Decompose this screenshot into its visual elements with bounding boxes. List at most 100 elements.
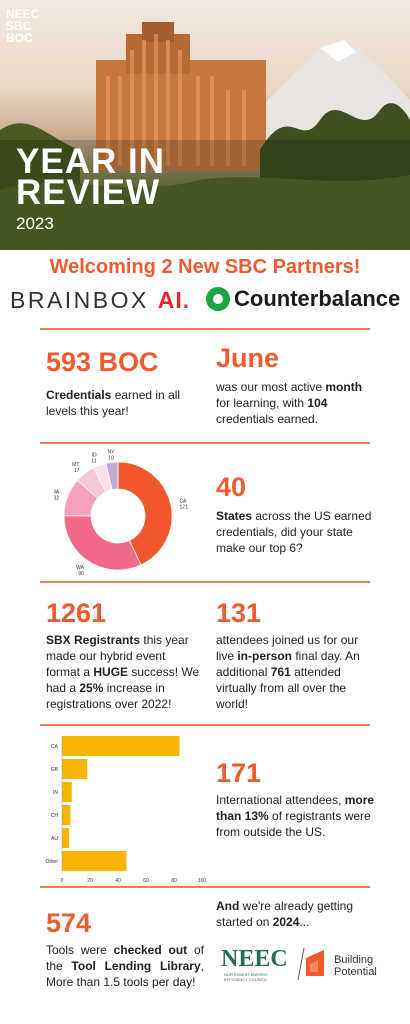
bar-category-label: AU [51,836,58,842]
donut-slice-ny [105,461,119,491]
building-potential-icon [297,947,324,980]
boc-text: Credentials earned in all levels this ye… [46,387,196,419]
next-year-text: And we're already getting started on 202… [216,898,376,930]
bar-category-label: Other [45,859,58,865]
x-tick-label: 20 [87,878,93,884]
att-bold: in-person [237,649,293,663]
boc-count: 593 BOC [46,347,159,377]
june-desc2: for learning, with [216,396,308,410]
bar-au [62,828,69,848]
june-title: June [216,343,280,373]
bar-other [62,851,127,871]
donut-label: NY [107,449,115,455]
boc-desc: earned in all levels this year! [46,388,181,418]
x-tick-label: 40 [115,878,121,884]
bar-category-label: CA [51,744,59,750]
donut-value: 17 [74,468,80,474]
att-num: 761 [270,665,291,679]
donut-value: 121 [180,504,189,510]
tools-bold1: checked out [113,943,188,957]
divider [40,886,370,888]
org-list: NEEC SBC BOC [6,8,39,44]
attendees-count: 131 [216,598,262,628]
att-desc2: final day. An additional [216,649,360,679]
donut-value: 10 [108,455,114,461]
next-bold: And [216,899,240,913]
counterbalance-icon [206,287,230,311]
hero-year: 2023 [16,214,54,233]
org-neec: NEEC [6,7,40,21]
tools-bold2: Tool Lending Library [71,959,201,973]
june-desc3: credentials earned. [216,412,319,426]
att-desc3: attended virtually from all over the wor… [216,665,347,711]
x-tick-label: 80 [171,878,177,884]
donut-value: 32 [54,496,59,502]
donut-slice-wa [63,515,142,571]
donut-slice-ca [117,461,173,566]
tools-desc3: , More than 1.5 tools per day! [46,959,204,989]
divider [40,581,370,583]
hero-image [0,22,410,250]
june-bold: month [325,380,363,394]
bar-category-label: CH [51,813,59,819]
brainbox-logo: BRAINBOX AI. [10,287,190,314]
donut-label: ID [92,453,97,459]
sbx-desc3: increase in registrations over 2022! [46,681,172,711]
divider [40,442,370,444]
donut-label: MA [54,490,60,496]
bar-category-label: IN [53,790,58,796]
attendees-text: attendees joined us for our live in-pers… [216,632,376,712]
org-sbc: SBC [6,19,32,33]
june-num: 104 [307,396,328,410]
att-desc1: attendees joined us for our live [216,633,359,663]
intl-desc2: of registrants were from outside the US. [216,809,371,839]
brainbox-ai: AI. [157,287,191,313]
international-count: 171 [216,758,262,788]
x-tick-label: 100 [198,878,207,884]
states-desc: across the US earned credentials, did yo… [216,509,372,555]
bar-ca [62,736,180,756]
next-end: ... [299,915,310,929]
bar-ch [62,805,71,825]
hero-title-line1: YEAR IN [16,142,165,181]
brainbox-name: BRAINBOX [10,287,149,313]
intl-desc1: International attendees, [216,793,345,807]
intl-bold: more than 13% [216,793,375,823]
boc-bold: Credentials [46,388,112,402]
sbx-text: SBX Registrants this year made our hybri… [46,632,201,712]
hero-banner: NEEC SBC BOC YEAR IN REVIEW 2023 [0,0,410,250]
donut-value: 90 [78,571,84,576]
tools-desc2: of the [46,943,204,973]
divider [40,328,370,330]
org-boc: BOC [6,31,33,45]
sbx-desc1: this year made our hybrid event format a [46,633,189,679]
neec-logo-subtitle: NORTHWEST ENERGY EFFICIENCY COUNCIL [224,972,268,982]
partners-heading: Welcoming 2 New SBC Partners! [49,256,361,278]
tools-text: Tools were checked out of the Tool Lendi… [46,942,204,990]
sbx-bold: SBX Registrants [46,633,141,647]
next-year: 2024 [272,915,300,929]
bar-in [62,782,72,802]
states-text: States across the US earned credentials,… [216,508,376,556]
international-bar-chart: CA GB IN CH AU Other 0 20 40 60 80 100 [45,736,207,884]
hero-title-line2: REVIEW [16,173,161,212]
june-desc1: was our most active [216,380,326,394]
donut-label: WA [76,565,85,571]
sbx-desc2: success! We had a [46,665,200,695]
tools-count: 574 [46,908,92,938]
donut-value: 11 [91,459,96,465]
sbx-pct: 25% [79,681,104,695]
tools-desc1: Tools were [46,943,114,957]
states-count: 40 [216,472,247,502]
hero-title: YEAR IN REVIEW [16,142,165,212]
bar-category-label: GB [51,767,59,773]
sbx-huge: HUGE [93,665,129,679]
june-text: was our most active month for learning, … [216,379,366,427]
x-tick-label: 0 [61,878,64,884]
counterbalance-logo: Counterbalance [206,285,400,313]
neec-logo: NEEC [221,946,288,972]
x-tick-label: 60 [143,878,149,884]
states-bold: States [216,509,253,523]
next-desc: we're already getting started on [216,899,354,929]
